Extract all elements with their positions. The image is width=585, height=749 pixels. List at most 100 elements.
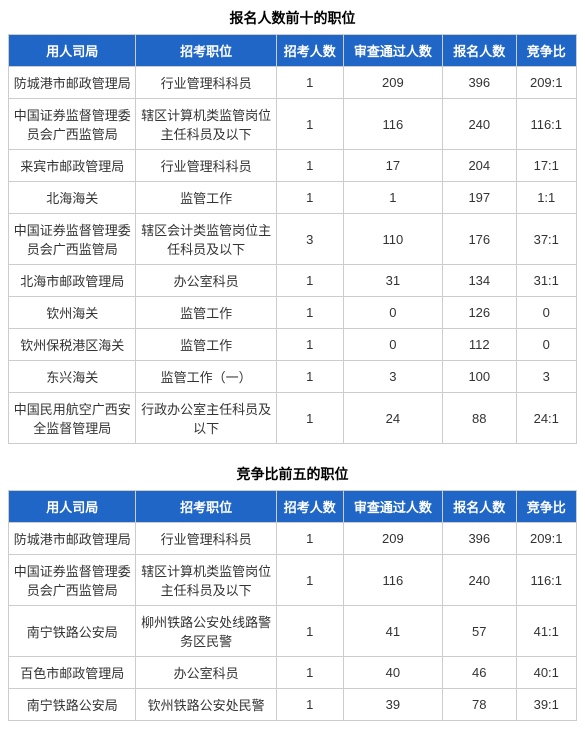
col-apply-header: 报名人数 [443, 35, 516, 67]
cell-apply: 240 [443, 555, 516, 606]
cell-ratio: 116:1 [516, 555, 577, 606]
cell-ratio: 3 [516, 361, 577, 393]
table-row: 中国证券监督管理委员会广西监管局辖区计算机类监管岗位主任科员及以下1116240… [9, 99, 577, 150]
table-row: 中国民用航空广西安全监督管理局行政办公室主任科员及以下1248824:1 [9, 393, 577, 444]
cell-position: 钦州铁路公安处民警 [136, 689, 276, 721]
cell-pass: 17 [343, 150, 442, 182]
cell-apply: 100 [443, 361, 516, 393]
cell-ratio: 209:1 [516, 67, 577, 99]
cell-ratio: 1:1 [516, 182, 577, 214]
top-applicants-table: 用人司局 招考职位 招考人数 审查通过人数 报名人数 竞争比 防城港市邮政管理局… [8, 34, 577, 444]
table-row: 中国证券监督管理委员会广西监管局辖区计算机类监管岗位主任科员及以下1116240… [9, 555, 577, 606]
cell-position: 行业管理科科员 [136, 150, 276, 182]
cell-dept: 钦州保税港区海关 [9, 329, 136, 361]
top-ratio-table-block: 竞争比前五的职位 用人司局 招考职位 招考人数 审查通过人数 报名人数 竞争比 … [8, 464, 577, 721]
cell-ratio: 39:1 [516, 689, 577, 721]
cell-pass: 110 [343, 214, 442, 265]
cell-apply: 396 [443, 67, 516, 99]
cell-pass: 31 [343, 265, 442, 297]
col-ratio-header: 竞争比 [516, 491, 577, 523]
cell-recruit: 1 [276, 523, 343, 555]
cell-recruit: 1 [276, 265, 343, 297]
cell-apply: 204 [443, 150, 516, 182]
table-row: 南宁铁路公安局柳州铁路公安处线路警务区民警1415741:1 [9, 606, 577, 657]
cell-dept: 南宁铁路公安局 [9, 606, 136, 657]
cell-position: 监管工作 [136, 329, 276, 361]
cell-position: 行业管理科科员 [136, 67, 276, 99]
cell-dept: 北海市邮政管理局 [9, 265, 136, 297]
cell-dept: 防城港市邮政管理局 [9, 67, 136, 99]
cell-apply: 134 [443, 265, 516, 297]
col-recruit-header: 招考人数 [276, 35, 343, 67]
cell-recruit: 1 [276, 555, 343, 606]
table-header-row: 用人司局 招考职位 招考人数 审查通过人数 报名人数 竞争比 [9, 491, 577, 523]
table-row: 百色市邮政管理局办公室科员1404640:1 [9, 657, 577, 689]
cell-apply: 46 [443, 657, 516, 689]
cell-position: 监管工作 [136, 297, 276, 329]
cell-position: 办公室科员 [136, 265, 276, 297]
cell-apply: 112 [443, 329, 516, 361]
cell-recruit: 1 [276, 297, 343, 329]
cell-dept: 中国民用航空广西安全监督管理局 [9, 393, 136, 444]
cell-pass: 0 [343, 329, 442, 361]
cell-position: 监管工作 [136, 182, 276, 214]
cell-recruit: 1 [276, 99, 343, 150]
cell-ratio: 31:1 [516, 265, 577, 297]
cell-pass: 209 [343, 67, 442, 99]
cell-pass: 116 [343, 99, 442, 150]
cell-position: 监管工作（一） [136, 361, 276, 393]
cell-pass: 1 [343, 182, 442, 214]
cell-ratio: 17:1 [516, 150, 577, 182]
col-dept-header: 用人司局 [9, 35, 136, 67]
cell-ratio: 40:1 [516, 657, 577, 689]
col-pass-header: 审查通过人数 [343, 491, 442, 523]
cell-ratio: 209:1 [516, 523, 577, 555]
col-ratio-header: 竞争比 [516, 35, 577, 67]
cell-recruit: 3 [276, 214, 343, 265]
cell-apply: 88 [443, 393, 516, 444]
top-ratio-table: 用人司局 招考职位 招考人数 审查通过人数 报名人数 竞争比 防城港市邮政管理局… [8, 490, 577, 721]
col-recruit-header: 招考人数 [276, 491, 343, 523]
cell-pass: 209 [343, 523, 442, 555]
cell-dept: 百色市邮政管理局 [9, 657, 136, 689]
cell-position: 行业管理科科员 [136, 523, 276, 555]
table-header-row: 用人司局 招考职位 招考人数 审查通过人数 报名人数 竞争比 [9, 35, 577, 67]
cell-recruit: 1 [276, 67, 343, 99]
col-position-header: 招考职位 [136, 35, 276, 67]
cell-recruit: 1 [276, 606, 343, 657]
cell-pass: 116 [343, 555, 442, 606]
table-row: 防城港市邮政管理局行业管理科科员1209396209:1 [9, 523, 577, 555]
table2-title: 竞争比前五的职位 [8, 464, 577, 484]
top-applicants-table-block: 报名人数前十的职位 用人司局 招考职位 招考人数 审查通过人数 报名人数 竞争比… [8, 8, 577, 444]
cell-pass: 39 [343, 689, 442, 721]
table-row: 东兴海关监管工作（一）131003 [9, 361, 577, 393]
col-position-header: 招考职位 [136, 491, 276, 523]
cell-recruit: 1 [276, 182, 343, 214]
cell-apply: 176 [443, 214, 516, 265]
cell-apply: 78 [443, 689, 516, 721]
cell-apply: 126 [443, 297, 516, 329]
cell-recruit: 1 [276, 689, 343, 721]
cell-position: 行政办公室主任科员及以下 [136, 393, 276, 444]
cell-recruit: 1 [276, 150, 343, 182]
cell-dept: 南宁铁路公安局 [9, 689, 136, 721]
table-row: 钦州海关监管工作101260 [9, 297, 577, 329]
cell-dept: 钦州海关 [9, 297, 136, 329]
cell-ratio: 41:1 [516, 606, 577, 657]
cell-recruit: 1 [276, 329, 343, 361]
table-row: 北海海关监管工作111971:1 [9, 182, 577, 214]
cell-pass: 41 [343, 606, 442, 657]
cell-recruit: 1 [276, 657, 343, 689]
cell-position: 辖区计算机类监管岗位主任科员及以下 [136, 555, 276, 606]
cell-dept: 中国证券监督管理委员会广西监管局 [9, 214, 136, 265]
col-dept-header: 用人司局 [9, 491, 136, 523]
cell-position: 辖区会计类监管岗位主任科员及以下 [136, 214, 276, 265]
cell-ratio: 37:1 [516, 214, 577, 265]
cell-position: 办公室科员 [136, 657, 276, 689]
cell-dept: 防城港市邮政管理局 [9, 523, 136, 555]
table-row: 钦州保税港区海关监管工作101120 [9, 329, 577, 361]
cell-recruit: 1 [276, 361, 343, 393]
cell-ratio: 0 [516, 297, 577, 329]
table-row: 中国证券监督管理委员会广西监管局辖区会计类监管岗位主任科员及以下31101763… [9, 214, 577, 265]
table1-title: 报名人数前十的职位 [8, 8, 577, 28]
